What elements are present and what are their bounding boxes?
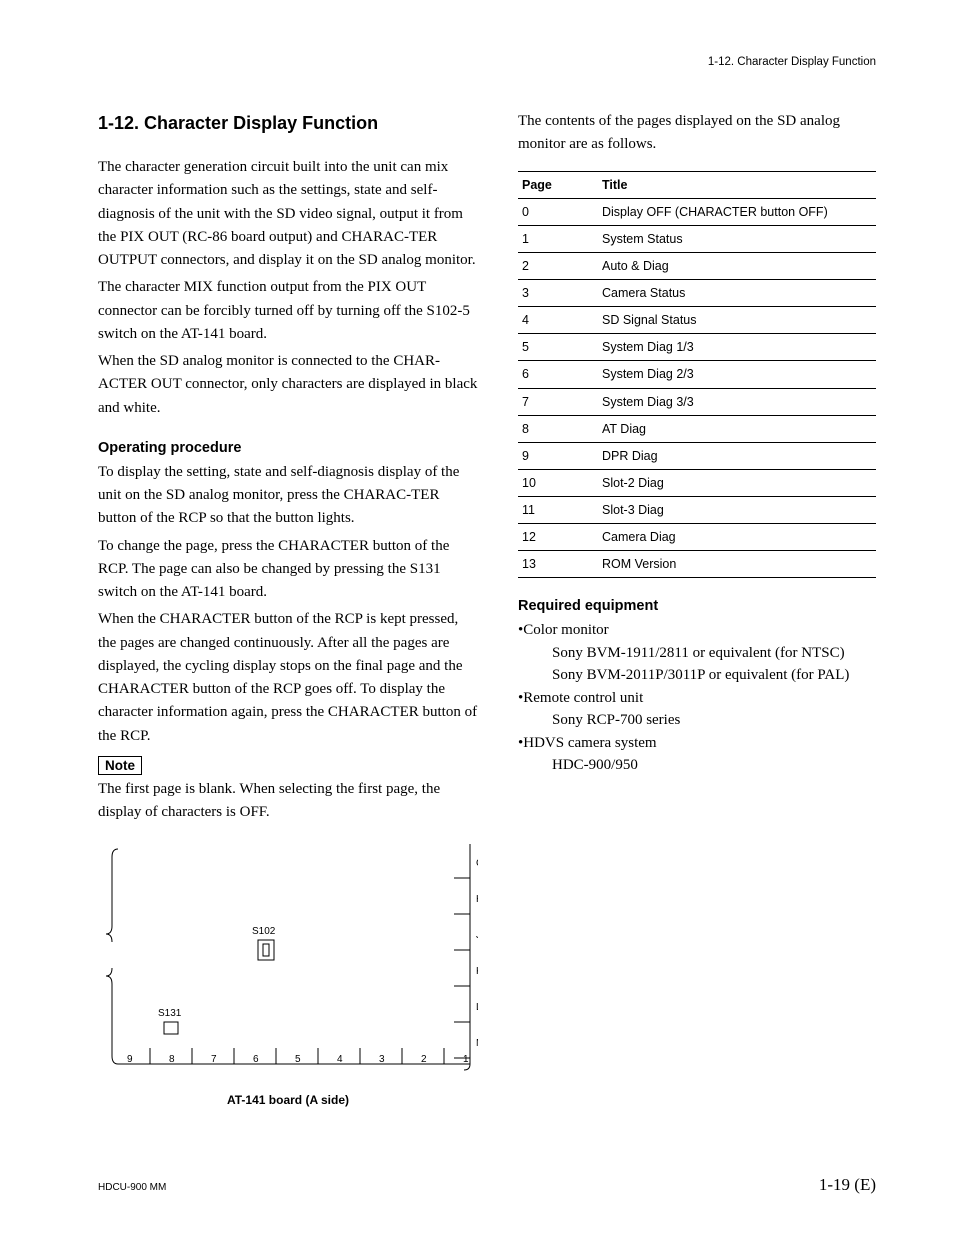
svg-text:3: 3 — [379, 1054, 385, 1065]
list-item: •HDVS camera systemHDC-900/950 — [518, 732, 876, 777]
svg-text:H: H — [476, 894, 478, 905]
board-diagram-svg: G H J K L M 9 8 7 6 5 4 3 2 1 S102 S131 — [98, 844, 478, 1084]
svg-text:8: 8 — [169, 1054, 175, 1065]
table-cell-page: 3 — [518, 280, 598, 307]
content-columns: 1-12. Character Display Function The cha… — [98, 110, 876, 1110]
table-head-title: Title — [598, 171, 876, 198]
svg-text:6: 6 — [253, 1054, 259, 1065]
page: 1-12. Character Display Function 1-12. C… — [0, 0, 954, 1244]
svg-text:2: 2 — [421, 1054, 427, 1065]
table-row: 7System Diag 3/3 — [518, 388, 876, 415]
table-row: 10Slot-2 Diag — [518, 469, 876, 496]
list-item-subline: Sony RCP-700 series — [518, 709, 876, 732]
table-cell-title: System Diag 3/3 — [598, 388, 876, 415]
table-row: 3Camera Status — [518, 280, 876, 307]
pages-table: Page Title 0Display OFF (CHARACTER butto… — [518, 171, 876, 579]
table-row: 13ROM Version — [518, 551, 876, 578]
board-diagram-caption: AT-141 board (A side) — [98, 1092, 478, 1109]
operating-procedure-p1: To display the setting, state and self-d… — [98, 461, 478, 531]
table-cell-title: Display OFF (CHARACTER button OFF) — [598, 198, 876, 225]
svg-text:4: 4 — [337, 1054, 343, 1065]
table-cell-title: Slot-2 Diag — [598, 469, 876, 496]
footer-model: HDCU-900 MM — [98, 1181, 166, 1196]
table-head-page: Page — [518, 171, 598, 198]
table-row: 1System Status — [518, 225, 876, 252]
table-cell-page: 4 — [518, 307, 598, 334]
table-cell-title: System Diag 1/3 — [598, 334, 876, 361]
section-title: 1-12. Character Display Function — [98, 110, 478, 136]
table-cell-page: 10 — [518, 469, 598, 496]
required-equipment-heading: Required equipment — [518, 596, 876, 617]
intro-paragraph-2: The character MIX function output from t… — [98, 276, 478, 346]
operating-procedure-heading: Operating procedure — [98, 438, 478, 459]
svg-text:5: 5 — [295, 1054, 301, 1065]
svg-text:G: G — [476, 858, 478, 869]
table-row: 0Display OFF (CHARACTER button OFF) — [518, 198, 876, 225]
operating-procedure-p3: When the CHARACTER button of the RCP is … — [98, 608, 478, 748]
list-item-subline: Sony BVM-2011P/3011P or equivalent (for … — [518, 664, 876, 687]
right-column: The contents of the pages displayed on t… — [518, 110, 876, 1110]
table-row: 9DPR Diag — [518, 442, 876, 469]
svg-text:S102: S102 — [252, 926, 276, 937]
table-cell-title: DPR Diag — [598, 442, 876, 469]
footer-page-number: 1-19 (E) — [819, 1173, 876, 1198]
page-footer: HDCU-900 MM 1-19 (E) — [98, 1173, 876, 1198]
table-cell-page: 5 — [518, 334, 598, 361]
table-cell-title: System Status — [598, 225, 876, 252]
operating-procedure-p2: To change the page, press the CHARACTER … — [98, 535, 478, 605]
table-cell-title: Camera Status — [598, 280, 876, 307]
page-header-breadcrumb: 1-12. Character Display Function — [708, 54, 876, 71]
table-cell-title: Slot-3 Diag — [598, 497, 876, 524]
table-cell-title: ROM Version — [598, 551, 876, 578]
list-item-subline: Sony BVM-1911/2811 or equivalent (for NT… — [518, 642, 876, 665]
table-row: 4SD Signal Status — [518, 307, 876, 334]
list-item-subline: HDC-900/950 — [518, 754, 876, 777]
table-cell-page: 0 — [518, 198, 598, 225]
list-item-label: Color monitor — [523, 622, 608, 638]
table-cell-title: Auto & Diag — [598, 252, 876, 279]
table-cell-page: 11 — [518, 497, 598, 524]
note-text: The first page is blank. When selecting … — [98, 778, 478, 825]
svg-text:1: 1 — [463, 1054, 469, 1065]
table-cell-title: System Diag 2/3 — [598, 361, 876, 388]
table-row: 11Slot-3 Diag — [518, 497, 876, 524]
list-item-label: HDVS camera system — [523, 735, 656, 751]
table-row: 2Auto & Diag — [518, 252, 876, 279]
intro-paragraph-3: When the SD analog monitor is connected … — [98, 350, 478, 420]
svg-text:K: K — [476, 966, 478, 977]
table-row: 6System Diag 2/3 — [518, 361, 876, 388]
table-cell-page: 1 — [518, 225, 598, 252]
table-row: 5System Diag 1/3 — [518, 334, 876, 361]
list-item-label: Remote control unit — [523, 690, 643, 706]
left-column: 1-12. Character Display Function The cha… — [98, 110, 478, 1110]
table-cell-title: SD Signal Status — [598, 307, 876, 334]
table-cell-page: 2 — [518, 252, 598, 279]
svg-text:J: J — [476, 930, 478, 941]
svg-text:M: M — [476, 1038, 478, 1049]
right-intro: The contents of the pages displayed on t… — [518, 110, 876, 157]
svg-text:S131: S131 — [158, 1008, 182, 1019]
table-cell-page: 12 — [518, 524, 598, 551]
table-cell-page: 8 — [518, 415, 598, 442]
list-item: •Color monitorSony BVM-1911/2811 or equi… — [518, 619, 876, 687]
list-item: •Remote control unitSony RCP-700 series — [518, 687, 876, 732]
svg-text:L: L — [476, 1002, 478, 1013]
table-cell-page: 6 — [518, 361, 598, 388]
intro-paragraph-1: The character generation circuit built i… — [98, 156, 478, 272]
table-cell-page: 9 — [518, 442, 598, 469]
table-cell-title: Camera Diag — [598, 524, 876, 551]
board-diagram: G H J K L M 9 8 7 6 5 4 3 2 1 S102 S131 AT-141 board (A … — [98, 844, 478, 1109]
note-label-box: Note — [98, 756, 142, 776]
table-cell-title: AT Diag — [598, 415, 876, 442]
svg-text:9: 9 — [127, 1054, 133, 1065]
svg-text:7: 7 — [211, 1054, 217, 1065]
table-header-row: Page Title — [518, 171, 876, 198]
table-cell-page: 7 — [518, 388, 598, 415]
table-cell-page: 13 — [518, 551, 598, 578]
required-equipment-list: •Color monitorSony BVM-1911/2811 or equi… — [518, 619, 876, 777]
table-row: 8AT Diag — [518, 415, 876, 442]
table-row: 12Camera Diag — [518, 524, 876, 551]
